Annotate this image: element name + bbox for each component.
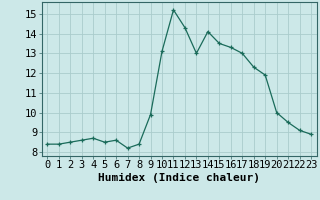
X-axis label: Humidex (Indice chaleur): Humidex (Indice chaleur)	[98, 173, 260, 183]
